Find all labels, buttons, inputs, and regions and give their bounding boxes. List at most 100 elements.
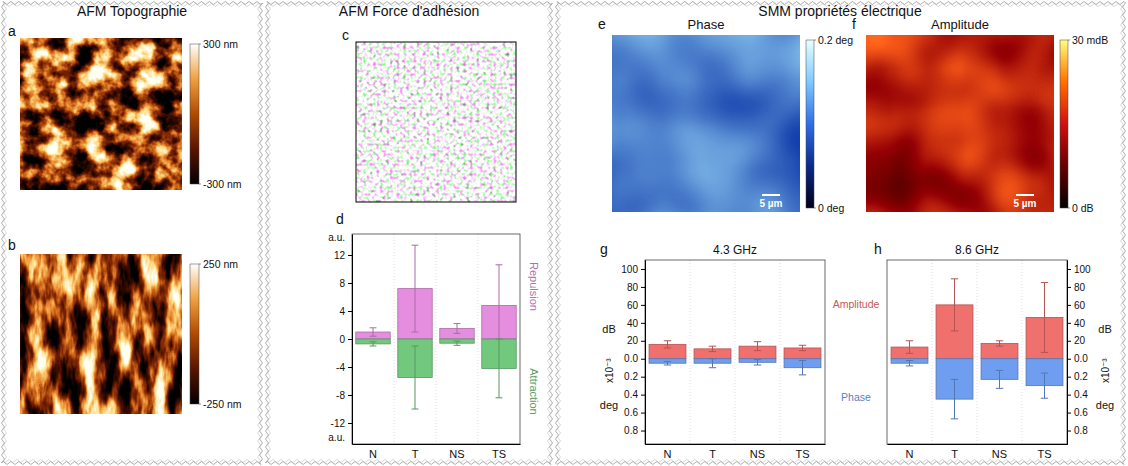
tick-label: TS (795, 448, 809, 460)
tick: 12 (334, 250, 352, 261)
tick-label: -4 (336, 362, 345, 373)
axis-title: dB (1098, 323, 1111, 335)
tick-label: 8 (339, 278, 345, 289)
section-title: SMM propriétés électrique (758, 3, 922, 19)
error-cap (454, 341, 461, 342)
tick: T (951, 448, 958, 460)
tick: -4 (336, 362, 352, 373)
axis-title: a.u. (328, 432, 345, 443)
colorbar-label: 30 mdB (1072, 34, 1108, 46)
error-bar (909, 341, 910, 354)
tick-label: 20 (1074, 335, 1086, 346)
tick-mark (348, 255, 352, 256)
tick: TS (492, 448, 506, 460)
tick-mark (641, 305, 645, 306)
axis-title: deg (600, 399, 618, 411)
tick: 0.6 (624, 407, 645, 418)
image-frame (356, 42, 516, 202)
error-cap (1041, 352, 1048, 353)
axis-line (352, 235, 353, 445)
error-cap (799, 374, 806, 375)
tick: NS (750, 448, 765, 460)
tick-label: NS (750, 448, 765, 460)
error-cap (906, 340, 913, 341)
error-cap (370, 346, 377, 347)
panel-letter: d (336, 211, 344, 227)
image (356, 42, 516, 202)
tick-label: 60 (627, 300, 639, 311)
tick-label: T (709, 448, 716, 460)
error-cap (1041, 398, 1048, 399)
error-bar (457, 324, 458, 334)
tick-mark (641, 341, 645, 342)
tick-label: N (369, 448, 377, 460)
tick-label: 0.8 (1074, 425, 1088, 436)
axis-line (645, 261, 646, 445)
y2-axis: 0.00.20.40.60.8 (1067, 261, 1088, 445)
error-bar (499, 339, 500, 398)
error-cap (412, 332, 419, 333)
error-bar (457, 341, 458, 345)
error-cap (412, 346, 419, 347)
tick-mark (641, 395, 645, 396)
figure: AFM TopographieAFM Force d'adhésionSMM p… (0, 0, 1128, 466)
marks (356, 245, 516, 409)
error-bar (802, 361, 803, 375)
tick-mark (348, 311, 352, 312)
chart-title: 8.6 GHz (955, 243, 999, 257)
axis-line (646, 444, 826, 445)
tick: 0.8 (624, 425, 645, 436)
error-cap (799, 350, 806, 351)
error-cap (709, 346, 716, 347)
tick-label: 40 (627, 318, 639, 329)
tick-label: -8 (336, 390, 345, 401)
error-cap (996, 370, 1003, 371)
error-cap (951, 418, 958, 419)
error-cap (754, 365, 761, 366)
image (20, 38, 182, 190)
scale-bar-label: 5 µm (760, 198, 783, 209)
colorbar-tick (199, 404, 201, 405)
image-title: Phase (688, 17, 725, 32)
error-cap (996, 340, 1003, 341)
colorbar-tick (199, 184, 201, 185)
error-cap (709, 351, 716, 352)
tick-label: 40 (1074, 318, 1086, 329)
error-bar (667, 361, 668, 365)
image-panel: Phase5 µm0.2 deg0 deg (612, 17, 853, 214)
legend-entry: Repulsion (528, 262, 540, 311)
colorbar-label: 0 dB (1072, 202, 1094, 214)
tick-mark (348, 367, 352, 368)
marks (649, 341, 821, 375)
error-cap (754, 350, 761, 351)
tick: 0.8 (1067, 425, 1088, 436)
tick-mark (348, 395, 352, 396)
panel-letter: h (874, 241, 882, 257)
tick-label: TS (1037, 448, 1051, 460)
separator (478, 234, 479, 444)
error-bar (712, 346, 713, 351)
error-cap (951, 379, 958, 380)
error-bar (954, 279, 955, 331)
axis-title: deg (1096, 399, 1114, 411)
error-cap (1041, 282, 1048, 283)
tick: 80 (627, 282, 645, 293)
tick: 0.2 (624, 371, 645, 382)
tick-mark (641, 323, 645, 324)
plot-frame (887, 260, 1067, 444)
error-cap (799, 360, 806, 361)
axis-title: a.u. (328, 232, 345, 243)
tick: -8 (336, 390, 352, 401)
plot-frame (352, 234, 520, 444)
tick-label: 12 (334, 250, 346, 261)
error-bar (1044, 373, 1045, 398)
error-bar (757, 342, 758, 351)
axis-title: dB (602, 323, 615, 335)
section-title: AFM Force d'adhésion (339, 3, 479, 19)
scale-bar (1016, 194, 1034, 196)
error-cap (906, 353, 913, 354)
tick-label: 100 (621, 264, 638, 275)
marks (891, 279, 1063, 419)
tick-mark (1067, 395, 1071, 396)
tick: 40 (627, 318, 645, 329)
